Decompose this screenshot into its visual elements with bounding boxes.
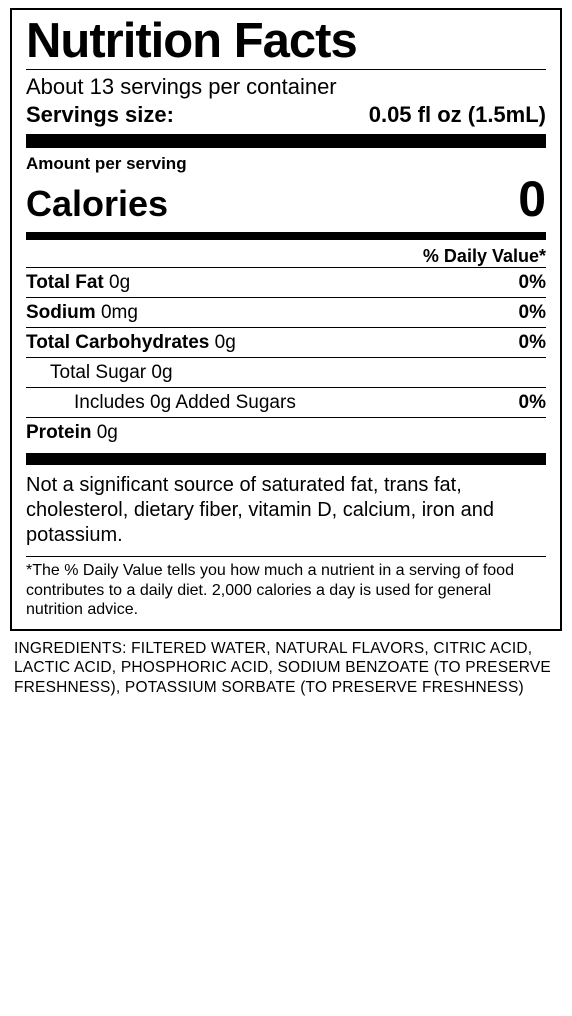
serving-size-label: Servings size:: [26, 102, 174, 128]
nutrient-dv: 0%: [519, 272, 546, 294]
daily-value-footnote: *The % Daily Value tells you how much a …: [26, 556, 546, 619]
nutrient-row: Total Sugar 0g: [26, 357, 546, 387]
rule-thick-2: [26, 453, 546, 465]
nutrient-row: Total Carbohydrates 0g 0%: [26, 327, 546, 357]
nutrient-dv: 0%: [519, 392, 546, 414]
rule-under-title: [26, 69, 546, 70]
nutrient-row: Total Fat 0g 0%: [26, 267, 546, 297]
ingredients-text: INGREDIENTS: FILTERED WATER, NATURAL FLA…: [10, 639, 562, 697]
nutrient-name: Includes 0g Added Sugars: [26, 392, 296, 414]
nutrient-list: Total Fat 0g0%Sodium 0mg0%Total Carbohyd…: [26, 267, 546, 447]
nutrient-name: Sodium 0mg: [26, 302, 138, 324]
not-significant-statement: Not a significant source of saturated fa…: [26, 473, 546, 548]
serving-size-row: Servings size: 0.05 fl oz (1.5mL): [26, 102, 546, 128]
serving-size-value: 0.05 fl oz (1.5mL): [369, 102, 546, 128]
nutrient-row: Protein 0g: [26, 417, 546, 447]
servings-per-container: About 13 servings per container: [26, 74, 546, 100]
rule-thick-1: [26, 134, 546, 148]
nutrient-row: Includes 0g Added Sugars 0%: [26, 387, 546, 417]
nutrition-label: Nutrition Facts About 13 servings per co…: [10, 8, 562, 631]
nutrient-name: Protein 0g: [26, 422, 118, 444]
label-title: Nutrition Facts: [26, 16, 546, 67]
daily-value-header: % Daily Value*: [26, 246, 546, 267]
nutrient-name: Total Carbohydrates 0g: [26, 332, 236, 354]
rule-medium: [26, 232, 546, 240]
calories-label: Calories: [26, 183, 168, 225]
calories-row: Calories 0: [26, 170, 546, 228]
servings-block: About 13 servings per container Servings…: [26, 74, 546, 128]
calories-value: 0: [518, 170, 546, 228]
nutrient-dv: 0%: [519, 332, 546, 354]
nutrient-name: Total Fat 0g: [26, 272, 130, 294]
nutrient-dv: 0%: [519, 302, 546, 324]
nutrient-row: Sodium 0mg 0%: [26, 297, 546, 327]
nutrient-name: Total Sugar 0g: [26, 362, 173, 384]
